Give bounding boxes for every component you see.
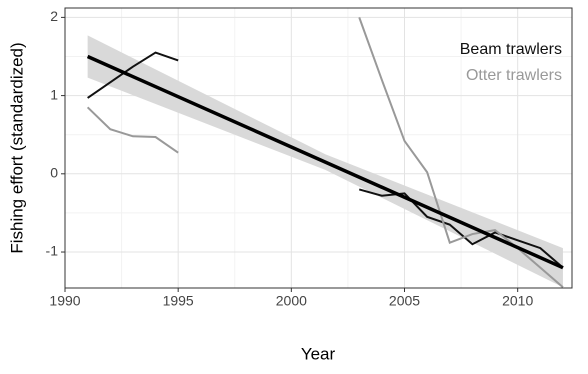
x-tick-label: 2000 — [276, 293, 307, 309]
panel-border — [64, 7, 573, 289]
x-tick-label: 2005 — [389, 293, 420, 309]
y-tick-label: 0 — [50, 165, 58, 181]
x-tick-label: 1995 — [163, 293, 194, 309]
x-tick-label: 1990 — [49, 293, 80, 309]
series-line — [87, 51, 564, 269]
y-tick-label: 2 — [50, 8, 58, 24]
series-line — [86, 17, 564, 288]
plot-area — [65, 8, 572, 288]
trend-line — [86, 54, 564, 270]
x-axis-label: Year — [301, 344, 336, 363]
legend-label: Beam trawlers — [460, 41, 562, 58]
y-tick-label: -1 — [46, 243, 59, 259]
y-axis-label: Fishing effort (standardized) — [7, 42, 26, 253]
y-tick-label: 1 — [50, 86, 58, 102]
legend-label: Otter trawlers — [466, 67, 562, 84]
x-tick-label: 2010 — [502, 293, 533, 309]
